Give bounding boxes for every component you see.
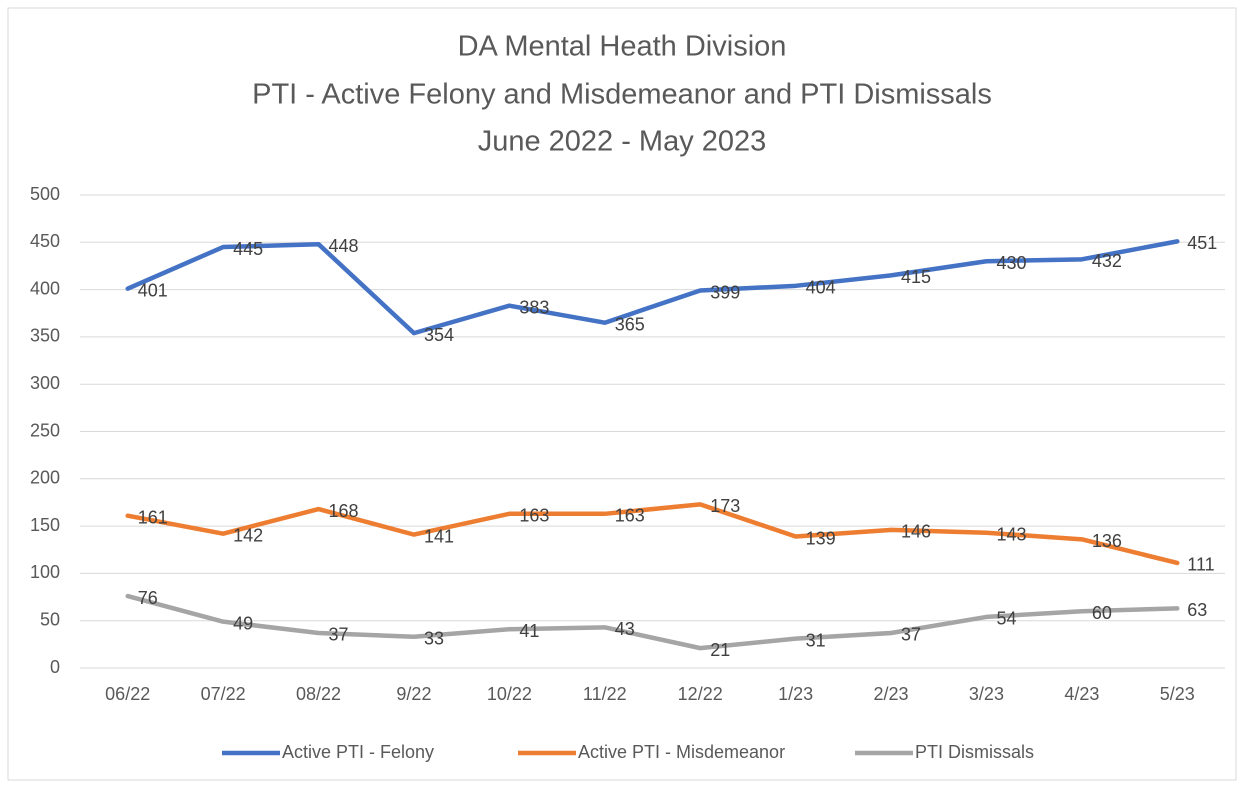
data-label: 136 <box>1092 531 1122 551</box>
data-label: 168 <box>329 501 359 521</box>
data-label: 76 <box>138 588 158 608</box>
data-label: 141 <box>424 526 454 546</box>
data-label: 365 <box>615 314 645 334</box>
y-tick-label: 50 <box>40 609 60 629</box>
x-tick-label: 4/23 <box>1064 684 1099 704</box>
series-line <box>125 502 1180 566</box>
x-tick-label: 12/22 <box>678 684 723 704</box>
data-label: 37 <box>901 625 921 645</box>
data-label: 163 <box>615 506 645 526</box>
x-tick-label: 3/23 <box>969 684 1004 704</box>
data-label: 49 <box>233 613 253 633</box>
data-label: 401 <box>138 280 168 300</box>
data-label: 399 <box>710 282 740 302</box>
y-tick-label: 250 <box>30 420 60 440</box>
series-line <box>125 239 1180 336</box>
y-tick-label: 450 <box>30 231 60 251</box>
data-label: 448 <box>329 236 359 256</box>
data-label: 37 <box>329 625 349 645</box>
data-label: 161 <box>138 507 168 527</box>
data-label: 173 <box>710 496 740 516</box>
y-tick-label: 400 <box>30 278 60 298</box>
data-label: 60 <box>1092 603 1112 623</box>
y-tick-label: 200 <box>30 468 60 488</box>
chart-title: PTI - Active Felony and Misdemeanor and … <box>252 79 992 111</box>
data-label: 21 <box>710 640 730 660</box>
x-tick-label: 1/23 <box>778 684 813 704</box>
data-label: 451 <box>1187 233 1217 253</box>
data-label: 111 <box>1187 555 1214 575</box>
data-label: 383 <box>519 297 549 317</box>
data-label: 146 <box>901 522 931 542</box>
legend-label: PTI Dismissals <box>915 742 1034 762</box>
x-tick-label: 06/22 <box>105 684 150 704</box>
y-tick-label: 150 <box>30 515 60 535</box>
y-tick-label: 350 <box>30 326 60 346</box>
x-tick-label: 11/22 <box>583 684 627 704</box>
y-tick-label: 0 <box>50 657 60 677</box>
x-tick-label: 10/22 <box>487 684 532 704</box>
y-tick-label: 300 <box>30 373 60 393</box>
data-label: 432 <box>1092 251 1122 271</box>
data-label: 415 <box>901 267 931 287</box>
data-label: 445 <box>233 239 263 259</box>
data-label: 354 <box>424 325 454 345</box>
x-tick-label: 07/22 <box>201 684 246 704</box>
data-label: 163 <box>519 506 549 526</box>
data-label: 142 <box>233 525 263 545</box>
chart-title: DA Mental Heath Division <box>458 31 787 63</box>
x-tick-label: 08/22 <box>296 684 341 704</box>
data-label: 43 <box>615 619 635 639</box>
legend-label: Active PTI - Felony <box>282 742 434 762</box>
x-tick-label: 9/22 <box>396 684 431 704</box>
data-label: 430 <box>996 253 1026 273</box>
y-tick-label: 500 <box>30 184 60 204</box>
x-tick-label: 2/23 <box>874 684 909 704</box>
chart-title: June 2022 - May 2023 <box>478 126 767 158</box>
data-label: 143 <box>996 524 1026 544</box>
data-label: 33 <box>424 629 444 649</box>
data-label: 404 <box>806 278 836 298</box>
legend-label: Active PTI - Misdemeanor <box>578 742 785 762</box>
y-tick-label: 100 <box>30 562 60 582</box>
data-label: 54 <box>996 609 1016 629</box>
x-tick-label: 5/23 <box>1160 684 1195 704</box>
series-line <box>125 593 1180 651</box>
chart-border <box>7 7 1237 781</box>
data-label: 31 <box>806 630 826 650</box>
data-label: 139 <box>806 528 836 548</box>
data-label: 41 <box>519 621 539 641</box>
data-label: 63 <box>1187 600 1207 620</box>
